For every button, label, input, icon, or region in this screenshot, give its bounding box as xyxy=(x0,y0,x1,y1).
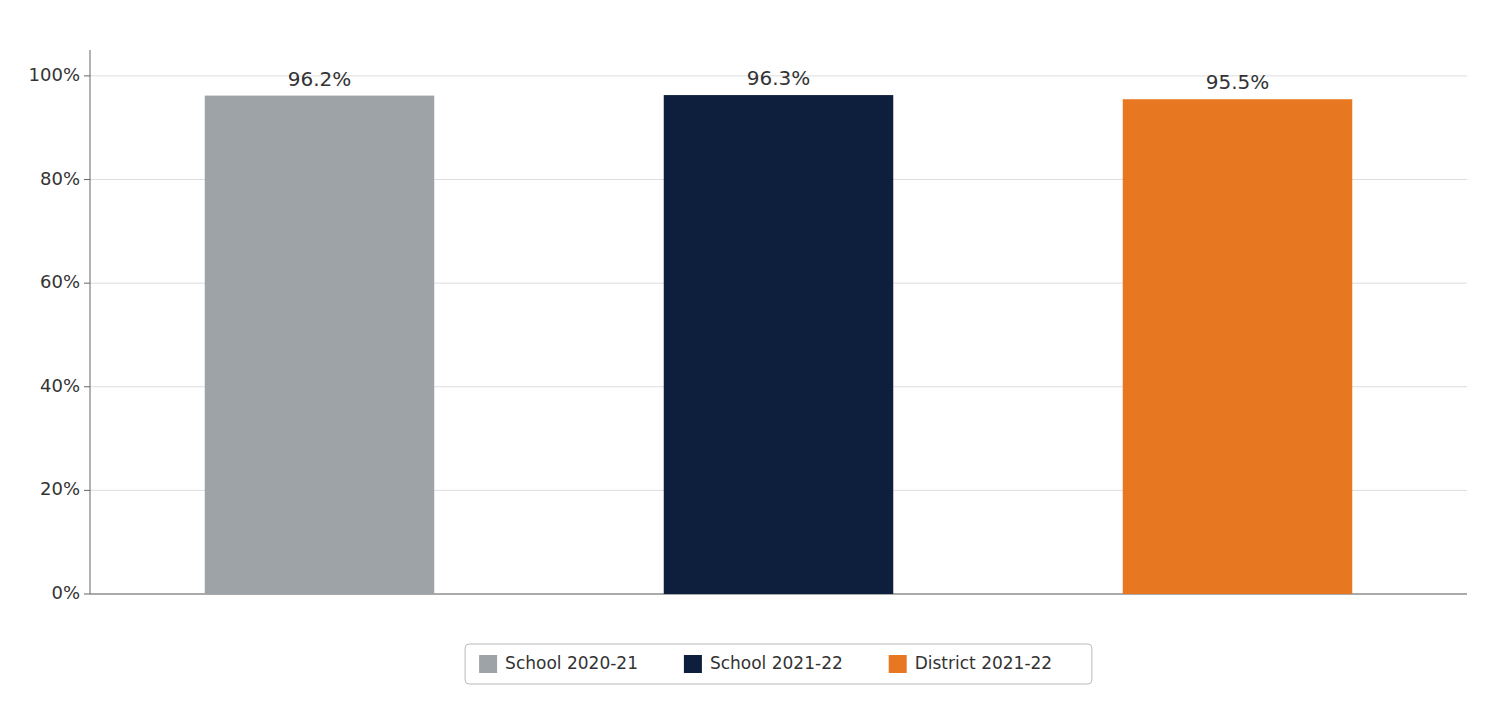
bar xyxy=(1123,99,1353,594)
data-label: 96.2% xyxy=(288,67,352,91)
legend-swatch xyxy=(479,655,497,673)
legend-label: School 2020-21 xyxy=(505,653,638,673)
tick-label: 100% xyxy=(29,64,80,85)
grid xyxy=(90,76,1467,594)
y-axis-line xyxy=(90,50,91,594)
legend-label: School 2021-22 xyxy=(710,653,843,673)
tick-mark xyxy=(84,283,90,284)
legend-swatch xyxy=(889,655,907,673)
y-axis: 0% 20% 40% 60% 80% 100% xyxy=(29,50,1467,603)
legend-label: District 2021-22 xyxy=(915,653,1052,673)
legend-swatch xyxy=(684,655,702,673)
tick-label: 60% xyxy=(40,271,80,292)
chart: 0% 20% 40% 60% 80% 100% 96.2% 96.3% 95.5% School … xyxy=(0,0,1507,724)
legend-frame xyxy=(465,644,1092,684)
bar xyxy=(205,96,435,594)
data-label: 95.5% xyxy=(1206,70,1270,94)
tick-label: 40% xyxy=(40,375,80,396)
bar xyxy=(664,95,894,594)
legend: School 2020-21 School 2021-22 District 202… xyxy=(465,644,1092,684)
bars xyxy=(205,95,1353,594)
data-labels: 96.2% 96.3% 95.5% xyxy=(288,66,1270,94)
chart-container: 0% 20% 40% 60% 80% 100% 96.2% 96.3% 95.5% School … xyxy=(0,0,1507,724)
tick-label: 0% xyxy=(51,582,80,603)
tick-label: 20% xyxy=(40,478,80,499)
tick-mark xyxy=(84,386,90,387)
tick-mark xyxy=(84,594,90,595)
tick-mark xyxy=(84,75,90,76)
tick-mark xyxy=(84,490,90,491)
tick-label: 80% xyxy=(40,168,80,189)
tick-mark xyxy=(84,179,90,180)
data-label: 96.3% xyxy=(747,66,811,90)
